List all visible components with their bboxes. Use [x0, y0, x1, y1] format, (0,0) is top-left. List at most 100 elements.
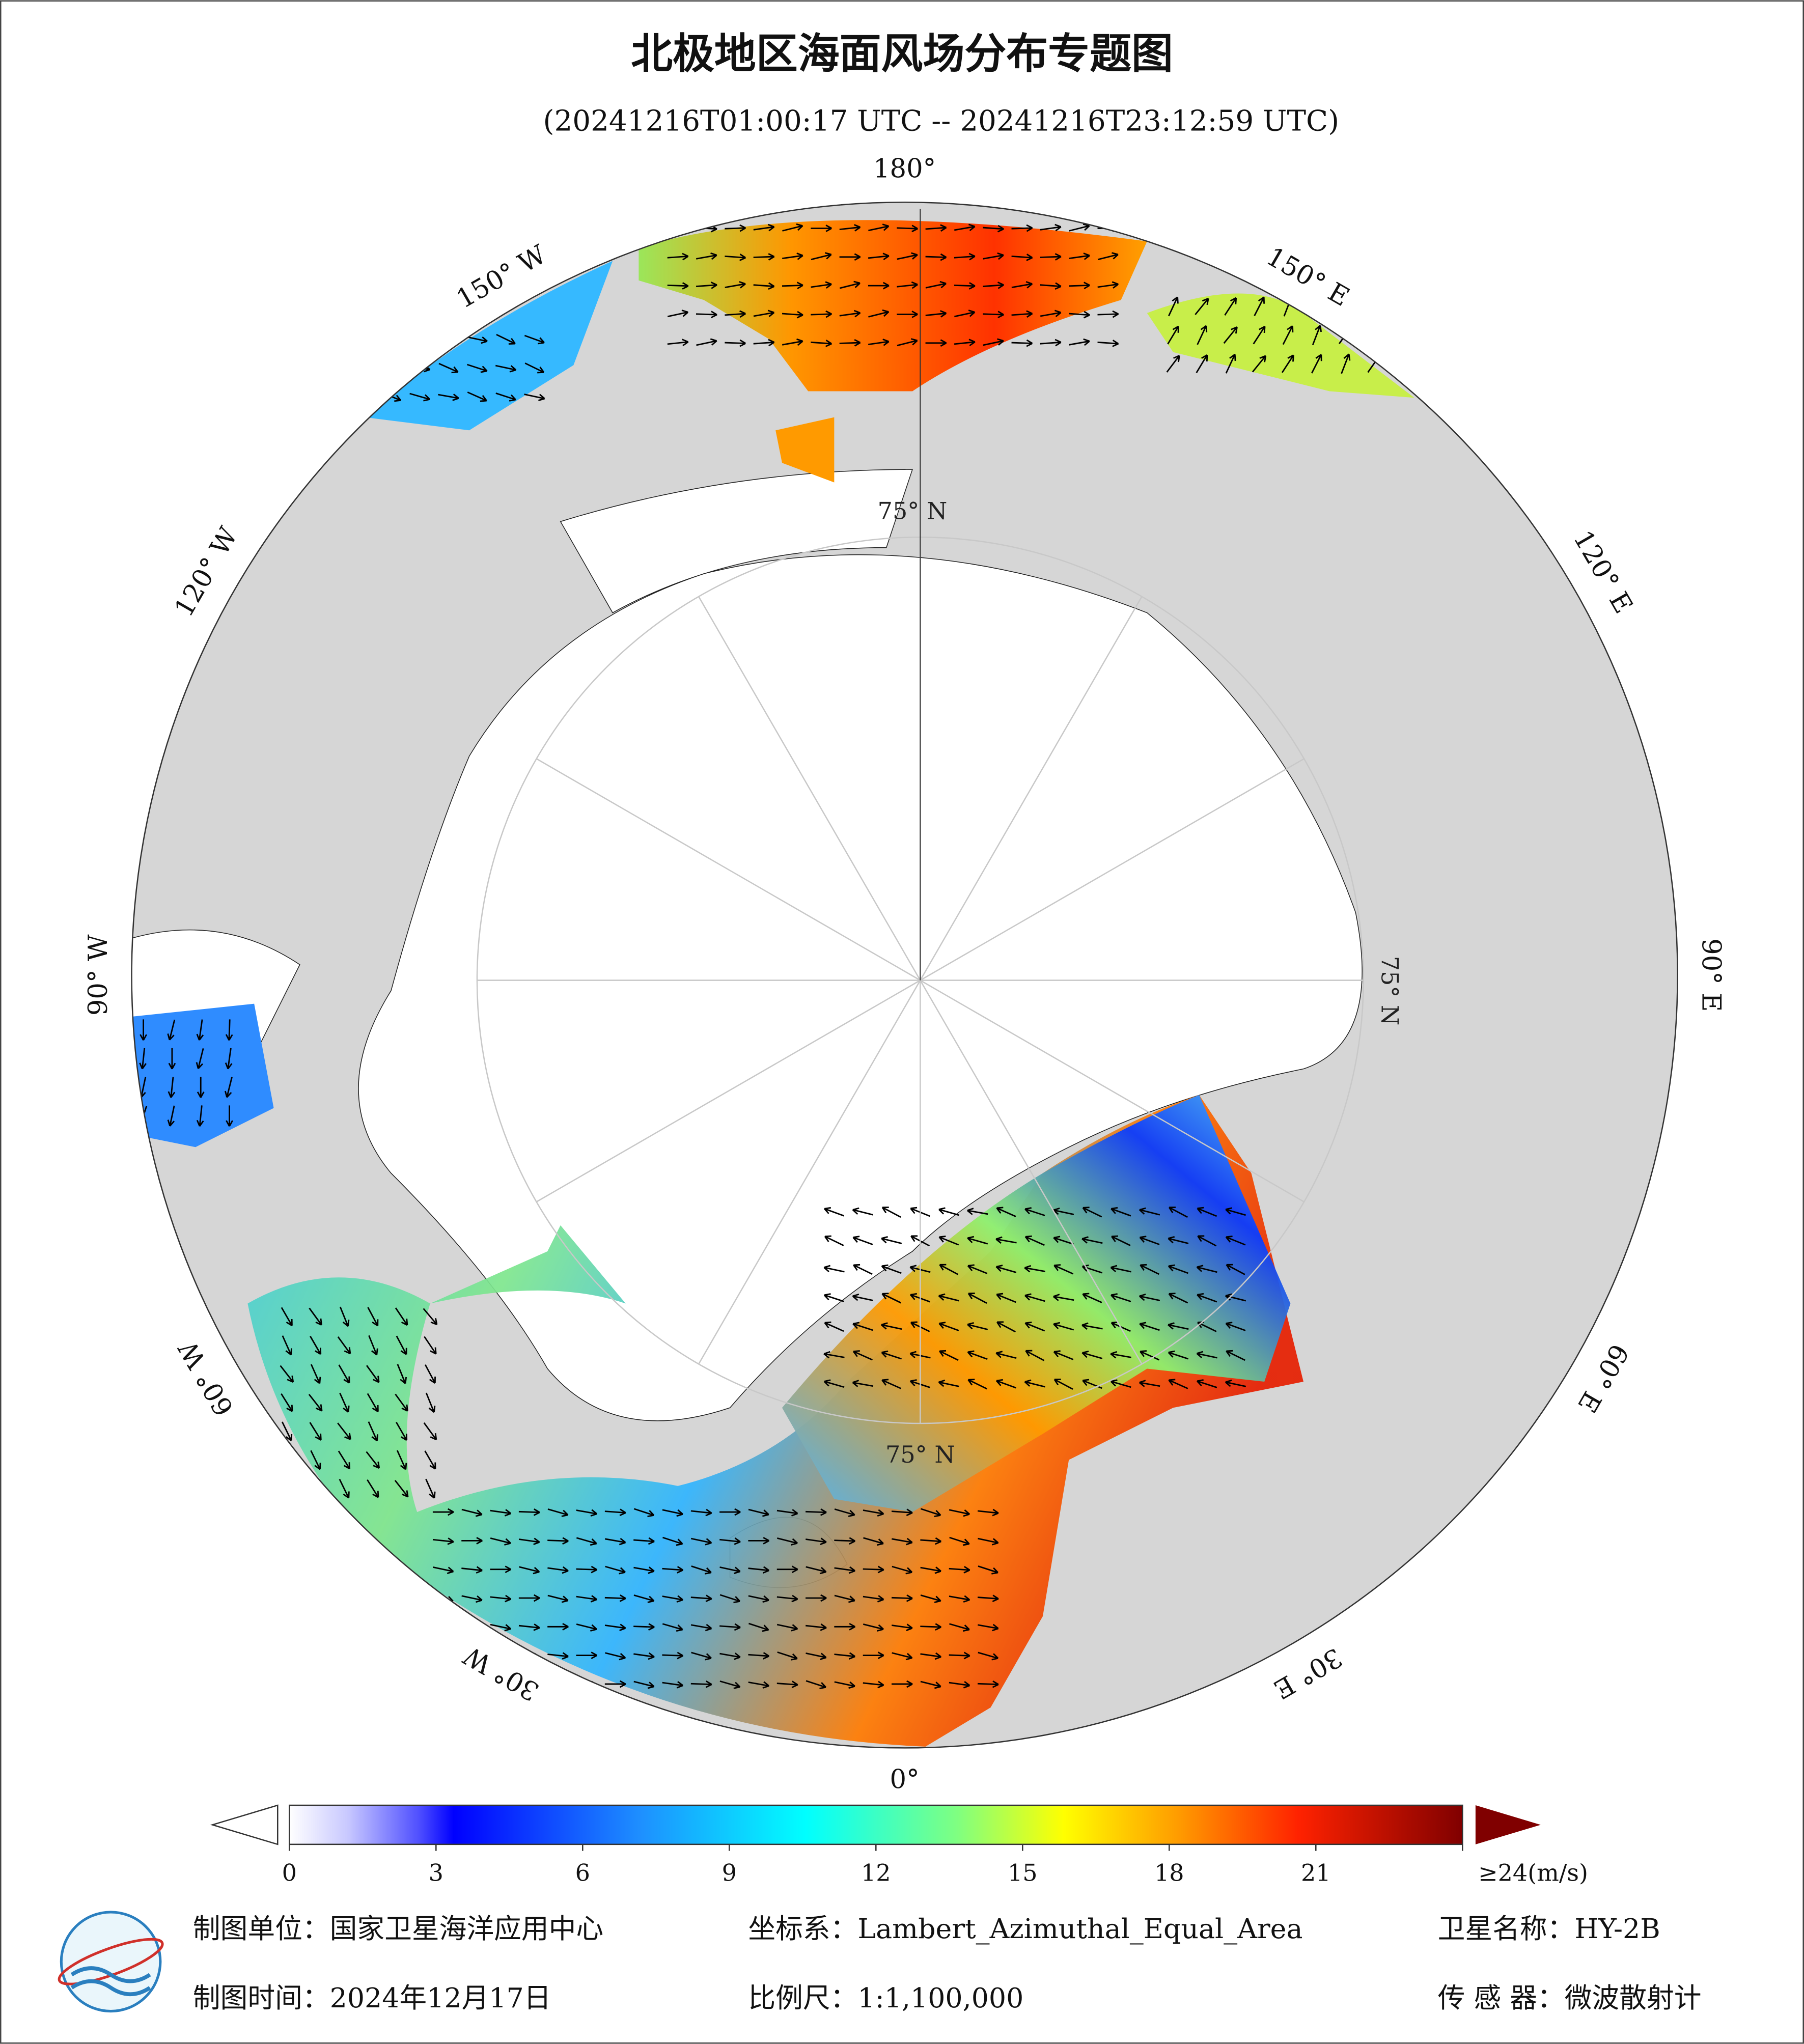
wind-arrow [605, 1652, 626, 1661]
wind-arrow [438, 394, 459, 401]
wind-arrow [667, 253, 689, 261]
wind-arrow [490, 1594, 512, 1603]
wind-arrow [863, 1595, 884, 1603]
wind-arrow [852, 1380, 874, 1387]
meridian [920, 596, 1143, 981]
map [131, 202, 1678, 1748]
wind-arrow [839, 339, 861, 347]
wind-arrow [996, 1293, 1016, 1303]
wind-arrow [1040, 339, 1062, 347]
wind-arrow [633, 1508, 655, 1518]
wind-arrow [1252, 355, 1267, 373]
wind-arrow [496, 333, 516, 345]
wind-arrow [667, 310, 689, 318]
wind-arrow [725, 254, 746, 261]
wind-arrow [1226, 1350, 1245, 1361]
wind-arrow [605, 1565, 626, 1575]
wind-arrow [949, 1651, 970, 1660]
wind-arrow [1166, 355, 1180, 373]
wind-arrow [753, 282, 775, 290]
meridian [920, 758, 1305, 981]
wind-arrow [897, 281, 918, 289]
sea-ice [131, 469, 1363, 1421]
wind-arrow [467, 391, 487, 402]
wind-arrow [690, 1680, 712, 1688]
wind-arrow [1139, 1380, 1160, 1387]
wind-arrow [1312, 325, 1322, 346]
logo [58, 1911, 164, 2013]
wind-arrow [690, 1537, 712, 1546]
map-border [131, 201, 1678, 1749]
colorbar-tick-label: 0 [282, 1859, 297, 1887]
wind-arrow [892, 1537, 913, 1546]
wind-arrow [1082, 1207, 1102, 1218]
wind-arrow [461, 1508, 483, 1517]
wind-arrow [834, 1508, 855, 1517]
wind-arrow [1253, 325, 1266, 345]
colorbar-over [1475, 1805, 1541, 1844]
wind-arrow [1052, 1207, 1074, 1215]
wind-arrow [368, 1335, 378, 1356]
wind-arrow [1140, 1350, 1160, 1361]
wind-arrow [897, 311, 918, 318]
wind-arrow [806, 1508, 827, 1516]
wind-arrow [281, 1307, 293, 1326]
wind-arrow [852, 1207, 873, 1216]
wind-arrow [518, 1537, 540, 1546]
wind-arrow [748, 1566, 770, 1574]
wind-arrow [576, 1623, 597, 1632]
footer-scale: 比例尺：1:1,100,000 [748, 1982, 1023, 2014]
wind-arrow [823, 1265, 845, 1273]
wind-arrow [1024, 1321, 1045, 1332]
wind-arrow [1097, 281, 1119, 289]
wind-arrow [490, 1565, 512, 1574]
wind-arrow [863, 1509, 884, 1517]
lat-label: 75° N [878, 497, 948, 524]
wind-arrow [725, 339, 746, 347]
wind-arrow [1069, 223, 1090, 232]
wind-arrow [604, 1508, 626, 1517]
wind-arrow [892, 1623, 913, 1632]
wind-arrow [1040, 282, 1062, 290]
wind-arrow [1082, 1379, 1102, 1389]
wind-arrow [967, 1322, 988, 1330]
wind-arrow [748, 1536, 770, 1545]
wind-arrow [1139, 1293, 1160, 1301]
wind-arrow [604, 1680, 626, 1688]
wind-arrow [839, 310, 861, 318]
title: 北极地区海面风场分布专题图 [631, 30, 1173, 78]
wind-arrow [938, 1322, 959, 1331]
wind-arrow [337, 1422, 351, 1440]
wind-arrow [140, 1019, 147, 1041]
wind-arrow [633, 1566, 655, 1574]
wind-arrow [834, 1594, 855, 1603]
wind-arrow [938, 1379, 959, 1387]
wind-arrow [824, 1207, 845, 1217]
wind-arrow [881, 1350, 902, 1360]
wind-arrow [1196, 1351, 1217, 1359]
wind-arrow [881, 1236, 902, 1244]
wind-arrow [868, 339, 890, 346]
wind-arrow [396, 1450, 407, 1470]
wind-arrow [1110, 1379, 1131, 1388]
wind-arrow [1311, 354, 1322, 374]
wind-arrow [310, 1450, 321, 1470]
wind-arrow [547, 1537, 569, 1545]
wind-arrow [863, 1565, 884, 1574]
wind-arrow [949, 1623, 970, 1632]
wind-arrow [983, 225, 1004, 233]
wind-arrow [939, 1264, 959, 1275]
wind-arrow [367, 1393, 379, 1412]
wind-arrow [1197, 1293, 1217, 1303]
wind-arrow [1225, 1379, 1246, 1387]
wind-arrow [368, 1421, 378, 1442]
wind-arrow [811, 310, 832, 318]
wind-arrow [309, 1422, 322, 1441]
wind-arrow [868, 282, 890, 290]
wind-arrow [892, 1680, 913, 1688]
wind-arrow [466, 336, 488, 344]
wind-arrow [811, 225, 832, 232]
wind-arrow [995, 1351, 1017, 1359]
wind-arrow [834, 1681, 855, 1689]
